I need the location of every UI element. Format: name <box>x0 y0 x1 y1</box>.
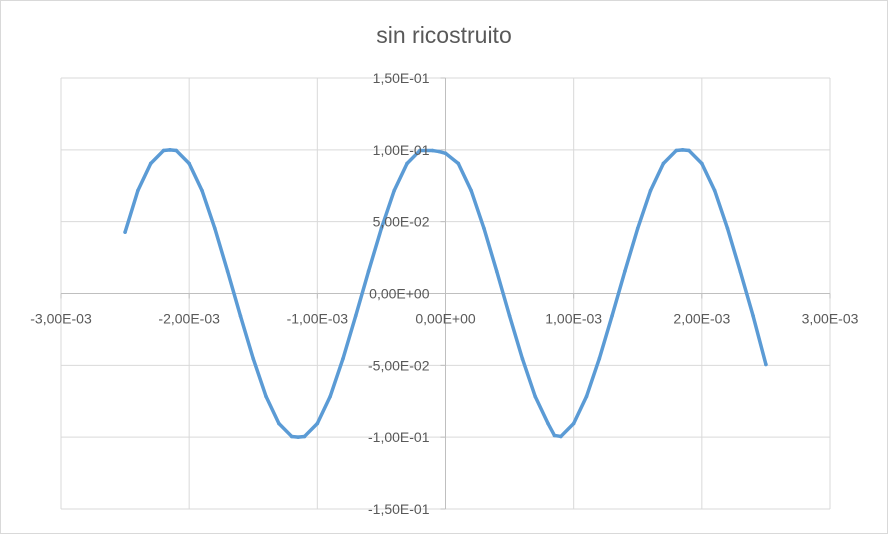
data-point <box>315 421 320 426</box>
data-point <box>168 148 172 152</box>
data-point <box>148 161 153 166</box>
data-point <box>520 356 525 361</box>
data-point <box>610 313 614 318</box>
data-point <box>353 313 358 318</box>
data-point <box>674 148 678 153</box>
x-tick-label: 1,00E-03 <box>545 311 602 327</box>
data-point <box>494 269 499 274</box>
x-tick-label: 2,00E-03 <box>673 311 730 327</box>
data-point <box>738 269 743 274</box>
data-point <box>571 421 576 426</box>
data-point <box>482 226 486 231</box>
data-point <box>584 394 589 399</box>
y-tick-label: -1,00E-01 <box>368 429 430 445</box>
data-point <box>648 188 653 193</box>
y-tick-label: -1,50E-01 <box>368 501 430 517</box>
chart-title: sin ricostruito <box>376 22 512 48</box>
data-point <box>161 148 166 153</box>
x-tick-label: 3,00E-03 <box>802 311 859 327</box>
data-point <box>289 434 294 439</box>
data-point <box>238 314 243 318</box>
data-point <box>623 269 627 273</box>
data-point <box>277 421 281 426</box>
data-point <box>251 356 256 361</box>
data-point <box>296 435 300 439</box>
data-point <box>700 161 704 166</box>
x-tick-label: -2,00E-03 <box>158 311 220 327</box>
y-tick-label: 5,00E-02 <box>373 214 430 230</box>
data-point <box>430 148 435 153</box>
data-point <box>533 394 538 399</box>
data-point <box>552 433 557 438</box>
data-point <box>456 161 461 166</box>
data-point <box>123 230 127 234</box>
data-point <box>328 394 332 399</box>
data-point <box>200 188 204 193</box>
y-tick-label: 1,50E-01 <box>373 70 430 86</box>
data-point <box>341 356 345 361</box>
data-point <box>392 188 397 193</box>
data-point <box>418 148 422 153</box>
data-point <box>661 161 666 166</box>
data-point <box>379 226 384 231</box>
data-point <box>437 149 441 154</box>
x-tick-label: 0,00E+00 <box>415 311 476 327</box>
x-tick-label: -1,00E-03 <box>287 311 349 327</box>
data-point <box>597 356 602 361</box>
data-point <box>174 148 179 153</box>
data-point <box>559 434 563 439</box>
data-point <box>687 148 691 153</box>
data-point <box>635 226 640 231</box>
y-tick-label: 0,00E+00 <box>369 286 430 302</box>
data-point <box>302 434 307 439</box>
data-point <box>680 148 685 152</box>
data-point <box>546 421 550 426</box>
data-point <box>187 161 191 166</box>
data-point <box>225 269 230 274</box>
data-point <box>443 151 448 156</box>
x-tick-label: -3,00E-03 <box>30 311 92 327</box>
data-point <box>725 226 730 231</box>
data-point <box>507 314 512 318</box>
data-point <box>469 188 473 193</box>
data-point <box>264 394 268 399</box>
data-point <box>764 362 768 367</box>
data-point <box>712 188 717 193</box>
y-tick-label: -5,00E-02 <box>368 357 430 373</box>
data-point <box>405 161 409 166</box>
data-point <box>136 188 140 193</box>
data-point <box>366 269 371 273</box>
series-line <box>123 148 768 439</box>
y-tick-label: 1,00E-01 <box>373 142 430 158</box>
data-point <box>213 226 217 231</box>
data-point <box>751 314 755 318</box>
